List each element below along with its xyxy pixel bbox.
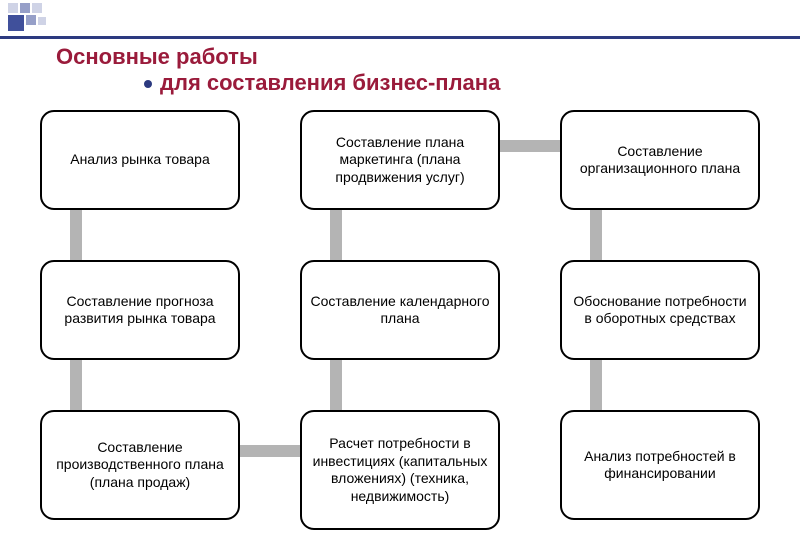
connector [330,210,342,260]
header-band [0,0,800,40]
flow-node: Составление плана маркетинга (плана прод… [300,110,500,210]
flow-node-label: Составление плана маркетинга (плана прод… [310,134,490,187]
flow-node: Обоснование потребности в оборотных сред… [560,260,760,360]
flow-node: Составление организационного плана [560,110,760,210]
connector [330,360,342,410]
corner-decoration [8,3,68,31]
page-title-line2-text: для составления бизнес-плана [160,70,500,95]
flow-node: Расчет потребности в инвестициях (капита… [300,410,500,530]
flow-node-label: Расчет потребности в инвестициях (капита… [310,435,490,505]
connector [590,210,602,260]
titles-block: Основные работы для составления бизнес-п… [56,44,760,96]
flow-node: Составление прогноза развития рынка това… [40,260,240,360]
flow-node-label: Обоснование потребности в оборотных сред… [570,293,750,328]
page-title-line1: Основные работы [56,44,760,70]
flow-node: Анализ потребностей в финансировании [560,410,760,520]
diagram-canvas: Анализ рынка товара Составление прогноза… [40,110,760,550]
flow-node-label: Составление производственного плана (пла… [50,439,230,492]
flow-node: Составление календарного плана [300,260,500,360]
bullet-icon [144,80,152,88]
connector [70,210,82,260]
flow-node-label: Составление организационного плана [570,143,750,178]
page-title-line2: для составления бизнес-плана [144,70,760,96]
connector [240,445,300,457]
flow-node: Анализ рынка товара [40,110,240,210]
flow-node-label: Анализ потребностей в финансировании [570,448,750,483]
header-divider [0,36,800,39]
connector [590,360,602,410]
flow-node-label: Составление календарного плана [310,293,490,328]
flow-node: Составление производственного плана (пла… [40,410,240,520]
flow-node-label: Анализ рынка товара [70,151,210,169]
flow-node-label: Составление прогноза развития рынка това… [50,293,230,328]
connector [70,360,82,410]
connector [500,140,560,152]
